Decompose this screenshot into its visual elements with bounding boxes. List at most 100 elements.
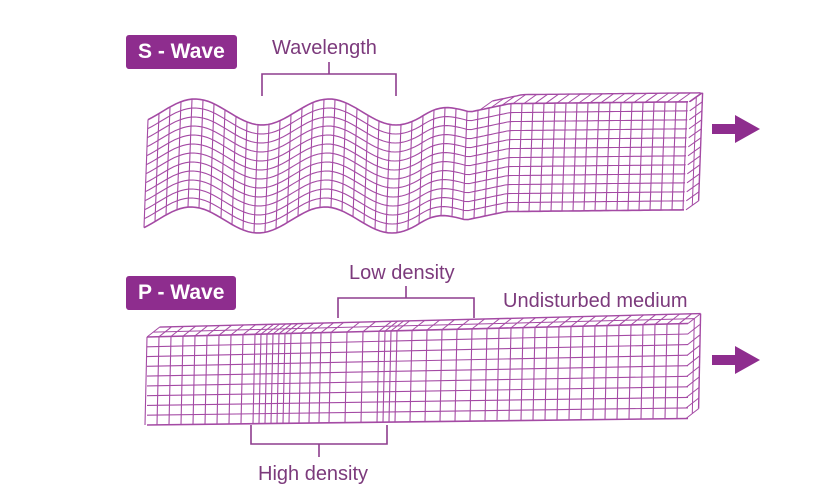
p-wave-grid-line — [288, 333, 292, 424]
s-wave-grid-line — [144, 197, 685, 225]
s-wave-grid-line — [691, 97, 697, 206]
p-wave-grid-line — [180, 336, 184, 425]
s-wave-grid-line — [501, 95, 515, 106]
p-wave-grid-line — [146, 375, 689, 387]
p-wave-grid-line — [252, 334, 256, 424]
s-wave-grid-line — [611, 93, 625, 104]
s-wave-grid-line — [688, 92, 702, 103]
s-wave-grid-line — [492, 92, 701, 102]
s-wave-grid-line — [644, 92, 658, 103]
p-wave-grid-line — [544, 326, 548, 421]
p-wave-grid-line — [532, 327, 536, 421]
p-wave-grid-line — [192, 335, 196, 425]
p-wave-grid-line — [146, 344, 689, 358]
s-wave-grid-line — [143, 206, 685, 234]
p-wave-grid-line — [676, 323, 680, 419]
s-wave-grid-line — [677, 92, 691, 103]
s-wave-grid-line — [633, 92, 647, 103]
p-wave-grid-line — [328, 332, 332, 423]
p-wave-grid-line — [146, 354, 689, 367]
high-density-bracket — [250, 425, 388, 457]
p-wave-grid-line — [691, 318, 695, 414]
p-wave-grid-line — [168, 336, 172, 425]
high-density-label: High density — [258, 463, 369, 485]
p-wave-grid-line — [146, 417, 689, 426]
s-wave-grid-line — [512, 94, 526, 105]
s-wave-grid-line — [534, 93, 548, 104]
p-wave-grid-line — [616, 325, 620, 420]
p-wave-grid-line — [146, 333, 689, 348]
p-wave-grid-line — [204, 335, 208, 425]
p-wave-grid-line — [409, 330, 413, 422]
low-density-label: Low density — [349, 262, 455, 284]
s-wave-grid-line — [145, 161, 686, 189]
p-wave-grid-line — [258, 334, 262, 424]
p-wave-grid-line — [276, 333, 280, 424]
s-wave-grid-line — [622, 93, 636, 103]
p-wave-grid-line — [376, 331, 380, 423]
low-density-bracket — [337, 286, 475, 318]
p-wave-grid-line — [556, 326, 560, 421]
p-wave-grid — [144, 312, 702, 426]
p-wave-grid-line — [664, 323, 668, 419]
s-wave-grid-line — [589, 93, 603, 104]
s-wave-grid-line — [567, 93, 581, 104]
s-wave-grid-line — [523, 94, 537, 104]
p-wave-grid-line — [640, 324, 644, 420]
s-wave-grid-line — [600, 93, 614, 104]
s-wave-grid — [143, 92, 704, 234]
s-wave-grid-line — [144, 179, 686, 207]
p-wave-grid-line — [580, 326, 584, 420]
p-wave-grid-line — [240, 334, 244, 424]
p-wave-grid-line — [496, 328, 500, 421]
p-wave-grid-line — [264, 333, 268, 424]
s-wave-grid-line — [146, 143, 687, 171]
p-wave-grid-line — [520, 327, 524, 421]
p-wave-grid-line — [156, 336, 160, 425]
s-wave-grid-line — [147, 107, 688, 135]
p-wave-grid-line — [697, 313, 702, 409]
p-wave-grid-line — [159, 312, 701, 328]
s-wave-grid-line — [147, 98, 689, 126]
right-arrow-icon — [712, 346, 760, 374]
s-wave-grid-line — [147, 116, 688, 144]
right-arrow-icon — [712, 115, 760, 143]
p-wave-grid-line — [568, 326, 572, 420]
p-wave-grid-line — [146, 396, 689, 406]
s-wave-grid-line — [655, 92, 669, 103]
p-wave-grid-line — [146, 322, 689, 338]
s-wave-grid-line — [479, 100, 493, 111]
p-wave-grid-line — [282, 333, 286, 424]
p-wave-grid-line — [146, 407, 689, 416]
p-wave-grid-line — [604, 325, 608, 420]
p-wave-grid-line — [216, 335, 220, 425]
p-wave-grid-line — [439, 329, 443, 422]
p-wave-grid-line — [628, 324, 632, 420]
p-wave-grid-line — [382, 331, 386, 423]
wavelength-bracket — [261, 62, 397, 96]
p-wave-grid-line — [146, 386, 689, 397]
p-wave-badge: P - Wave — [126, 276, 237, 310]
s-wave-grid-line — [144, 188, 685, 216]
p-wave-grid-line — [144, 336, 148, 426]
s-wave-grid-line — [545, 93, 559, 104]
s-wave-grid-line — [145, 170, 686, 198]
p-wave-grid-line — [687, 313, 701, 324]
s-wave-grid-line — [490, 98, 504, 109]
p-wave-grid-line — [454, 329, 458, 422]
p-wave-grid-line — [298, 333, 302, 424]
p-wave-grid-line — [308, 332, 312, 424]
p-wave-grid-line — [652, 324, 656, 419]
p-wave-grid-line — [508, 327, 512, 421]
p-wave-grid-line — [146, 365, 689, 377]
p-wave-grid-line — [469, 328, 473, 422]
p-wave-grid-line — [153, 318, 695, 333]
s-wave-grid-line — [578, 93, 592, 104]
p-wave-grid-line — [484, 328, 488, 421]
wavelength-label: Wavelength — [272, 37, 377, 59]
p-wave-grid-line — [360, 331, 364, 423]
s-wave-grid-line — [145, 152, 687, 180]
p-wave-grid-line — [592, 325, 596, 420]
